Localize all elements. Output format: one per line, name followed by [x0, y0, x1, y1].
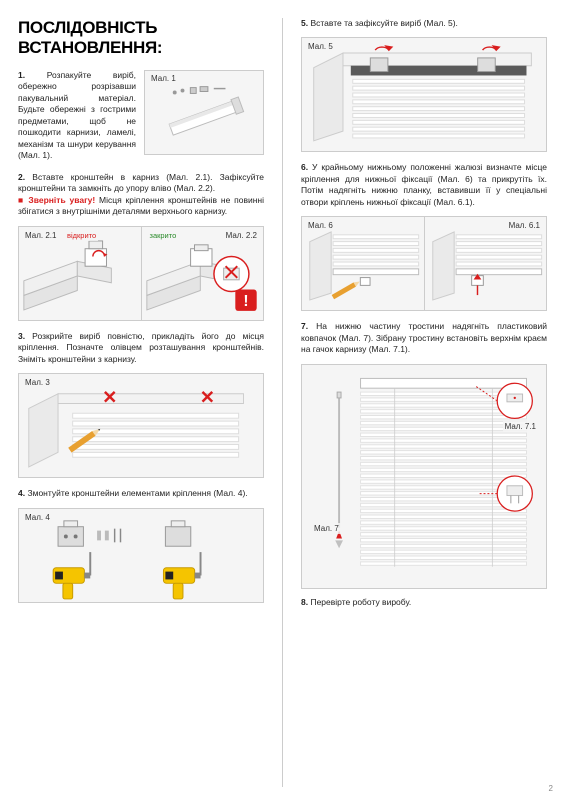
closed-label: закрито	[148, 230, 179, 241]
step-2-text: 2. Вставте кронштейн в карниз (Мал. 2.1)…	[18, 172, 264, 218]
figure-3: Мал. 3	[18, 373, 264, 478]
figure-7-1-label: Мал. 7.1	[503, 421, 538, 432]
figure-6: Мал. 6	[301, 216, 424, 311]
figure-2-1-label: Мал. 2.1	[23, 230, 58, 241]
figure-1-label: Мал. 1	[149, 73, 178, 84]
right-column: 5. Вставте та зафіксуйте виріб (Мал. 5).…	[301, 18, 547, 787]
column-divider	[282, 18, 283, 787]
svg-text:!: !	[243, 293, 248, 310]
figure-2-2: закрито Мал. 2.2 !	[141, 226, 265, 321]
step-5-text: 5. Вставте та зафіксуйте виріб (Мал. 5).	[301, 18, 547, 29]
figure-5-illustration	[302, 38, 546, 151]
figure-6-group: Мал. 6	[301, 216, 547, 311]
figure-5-label: Мал. 5	[306, 41, 335, 52]
page-number: 2	[549, 784, 553, 793]
figure-4: Мал. 4	[18, 508, 264, 603]
step-1: 1. Розпакуйте виріб, обережно розрізавши…	[18, 70, 264, 162]
figure-4-label: Мал. 4	[23, 512, 52, 523]
step-7-text: 7. На нижню частину тростини надягніть п…	[301, 321, 547, 355]
figure-2-2-label: Мал. 2.2	[224, 230, 259, 241]
figure-7-label: Мал. 7	[312, 523, 341, 534]
step-1-text: 1. Розпакуйте виріб, обережно розрізавши…	[18, 70, 136, 162]
figure-3-illustration	[19, 374, 263, 477]
page: ПОСЛІДОВНІСТЬ ВСТАНОВЛЕННЯ: 1. Розпакуйт…	[0, 0, 565, 799]
step-4-text: 4. Змонтуйте кронштейни елементами кріпл…	[18, 488, 264, 499]
figure-6-label: Мал. 6	[306, 220, 335, 231]
open-label: відкрито	[65, 230, 98, 241]
step-6-text: 6. У крайньому нижньому положенні жалюзі…	[301, 162, 547, 208]
figure-4-illustration	[19, 509, 263, 602]
figure-3-label: Мал. 3	[23, 377, 52, 388]
figure-7: Мал. 7 Мал. 7.1	[301, 364, 547, 589]
figure-2-1: Мал. 2.1 відкрито	[18, 226, 141, 321]
figure-6-1: Мал. 6.1	[424, 216, 548, 311]
figure-7-illustration	[302, 365, 546, 588]
step-8-text: 8. Перевірте роботу виробу.	[301, 597, 547, 608]
figure-2-group: Мал. 2.1 відкрито закрито Мал. 2.2	[18, 226, 264, 321]
figure-1: Мал. 1	[144, 70, 264, 155]
figure-6-1-label: Мал. 6.1	[507, 220, 542, 231]
step-3-text: 3. Розкрийте виріб повністю, прикладіть …	[18, 331, 264, 365]
left-column: ПОСЛІДОВНІСТЬ ВСТАНОВЛЕННЯ: 1. Розпакуйт…	[18, 18, 264, 787]
page-title: ПОСЛІДОВНІСТЬ ВСТАНОВЛЕННЯ:	[18, 18, 264, 58]
figure-5: Мал. 5	[301, 37, 547, 152]
